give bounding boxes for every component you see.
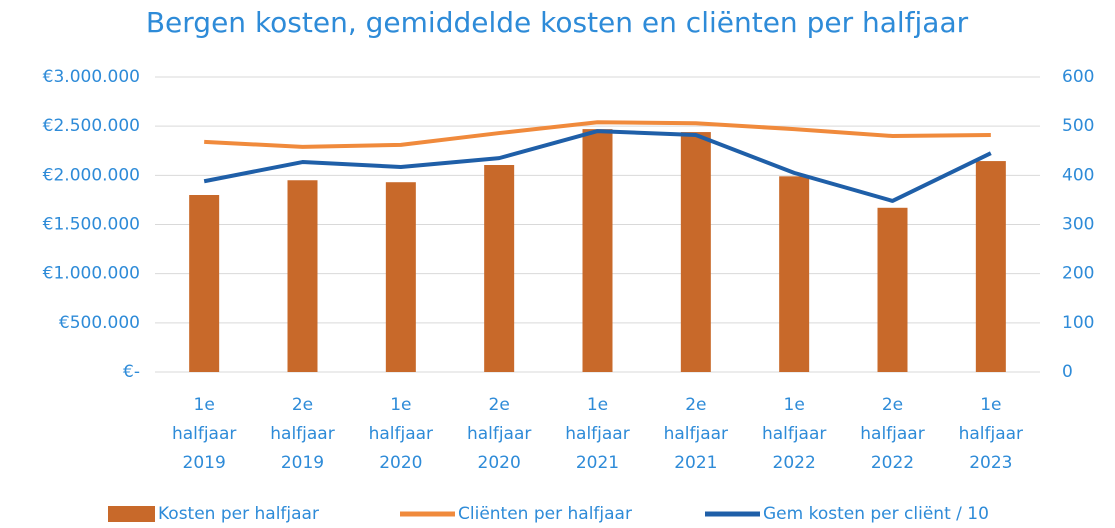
bar bbox=[680, 132, 711, 372]
y2-tick-label: 300 bbox=[1062, 215, 1094, 235]
y2-tick-label: 600 bbox=[1062, 67, 1094, 87]
legend-swatch bbox=[108, 506, 155, 522]
x-tick-label: 2e halfjaar 2019 bbox=[270, 395, 334, 473]
legend-label: Cliënten per halfjaar bbox=[458, 504, 632, 524]
x-tick-label: 2e halfjaar 2021 bbox=[664, 395, 728, 473]
y-tick-label: €- bbox=[123, 362, 140, 382]
bar bbox=[779, 176, 810, 372]
line bbox=[204, 120, 991, 149]
bar bbox=[975, 161, 1006, 372]
y-tick-label: €2.500.000 bbox=[43, 116, 140, 136]
y2-tick-label: 500 bbox=[1062, 116, 1094, 136]
y2-tick-label: 100 bbox=[1062, 313, 1094, 333]
bar bbox=[287, 180, 318, 372]
y-tick-label: €1.000.000 bbox=[43, 264, 140, 284]
legend-label: Kosten per halfjaar bbox=[158, 504, 319, 524]
y2-tick-label: 0 bbox=[1062, 362, 1073, 382]
y-tick-label: €2.000.000 bbox=[43, 165, 140, 185]
y-tick-label: €3.000.000 bbox=[43, 67, 140, 87]
bar bbox=[877, 207, 908, 372]
x-tick-label: 2e halfjaar 2022 bbox=[860, 395, 924, 473]
bar bbox=[189, 195, 220, 372]
x-tick-label: 2e halfjaar 2020 bbox=[467, 395, 531, 473]
bar bbox=[582, 129, 613, 372]
x-tick-label: 1e halfjaar 2020 bbox=[369, 395, 433, 473]
y2-tick-label: 200 bbox=[1062, 264, 1094, 284]
line bbox=[203, 129, 992, 203]
bar bbox=[385, 182, 416, 372]
x-tick-label: 1e halfjaar 2019 bbox=[172, 395, 236, 473]
y2-tick-label: 400 bbox=[1062, 165, 1094, 185]
y-tick-label: €1.500.000 bbox=[43, 215, 140, 235]
legend-label: Gem kosten per cliënt / 10 bbox=[763, 504, 989, 524]
x-tick-label: 1e halfjaar 2021 bbox=[565, 395, 629, 473]
x-tick-label: 1e halfjaar 2023 bbox=[959, 395, 1023, 473]
chart-title: Bergen kosten, gemiddelde kosten en clië… bbox=[146, 6, 969, 39]
y-tick-label: €500.000 bbox=[59, 313, 140, 333]
x-tick-label: 1e halfjaar 2022 bbox=[762, 395, 826, 473]
bar bbox=[484, 165, 515, 372]
